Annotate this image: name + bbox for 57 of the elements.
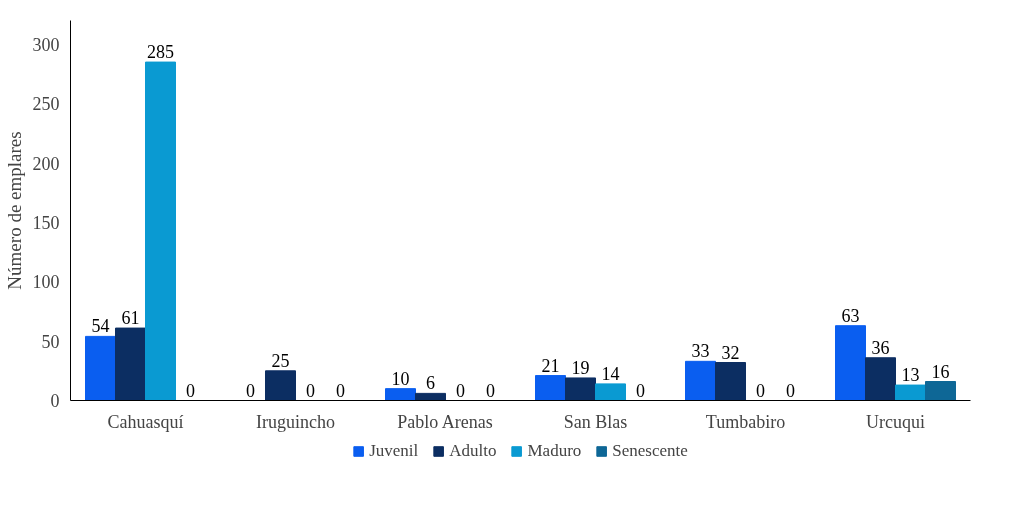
data-label: 32: [721, 342, 740, 363]
data-label: 16: [931, 361, 950, 382]
data-label: 10: [391, 368, 410, 389]
x-tick-label: Pablo Arenas: [397, 411, 493, 432]
data-label: 0: [456, 380, 465, 401]
x-tick-label: Urcuqui: [866, 411, 925, 432]
data-label: 0: [486, 380, 495, 401]
bar: [535, 375, 566, 401]
legend-label: Juvenil: [369, 441, 419, 461]
x-tick-label: San Blas: [563, 411, 628, 432]
data-label: 14: [601, 363, 620, 384]
x-tick-label: Cahuasquí: [107, 411, 184, 432]
bar: [115, 327, 146, 401]
data-label: 13: [901, 365, 920, 386]
bar: [595, 383, 626, 401]
data-label: 54: [91, 316, 110, 337]
data-label: 0: [336, 380, 345, 401]
bar: [685, 360, 716, 401]
bar: [715, 362, 746, 401]
data-label: 285: [147, 42, 174, 63]
y-tick-label: 150: [32, 212, 60, 233]
y-tick-label: 250: [32, 94, 60, 115]
legend-label: Senescente: [612, 441, 688, 461]
data-label: 63: [841, 305, 860, 326]
bar: [385, 388, 416, 401]
y-tick-label: 200: [32, 153, 60, 174]
data-label: 0: [246, 380, 255, 401]
data-label: 61: [121, 308, 140, 329]
y-tick-label: 50: [41, 331, 60, 352]
y-tick-label: 0: [50, 391, 60, 411]
data-label: 0: [306, 380, 315, 401]
bar: [895, 384, 926, 401]
bar: [145, 61, 176, 401]
bar: [85, 335, 116, 401]
data-label: 0: [636, 380, 645, 401]
data-label: 6: [426, 373, 435, 394]
data-label: 0: [756, 380, 765, 401]
data-label: 21: [541, 355, 560, 376]
bar: [565, 377, 596, 401]
bar: [865, 357, 896, 401]
bar: [265, 370, 296, 401]
data-label: 0: [786, 380, 795, 401]
x-tick-label: Iruguincho: [256, 411, 335, 432]
legend-label: Adulto: [449, 441, 497, 461]
data-label: 0: [186, 380, 195, 401]
y-tick-label: 100: [32, 272, 60, 293]
bar: [925, 381, 956, 401]
x-tick-label: Tumbabiro: [705, 411, 786, 432]
y-tick-label: 300: [32, 34, 60, 55]
bar: [415, 392, 446, 401]
y-axis-title: Número de emplares: [3, 131, 25, 290]
legend-label: Maduro: [527, 441, 582, 461]
data-label: 33: [691, 341, 710, 362]
data-label: 19: [571, 357, 590, 378]
data-label: 36: [871, 337, 890, 358]
bar: [835, 325, 866, 401]
data-label: 25: [271, 350, 290, 371]
